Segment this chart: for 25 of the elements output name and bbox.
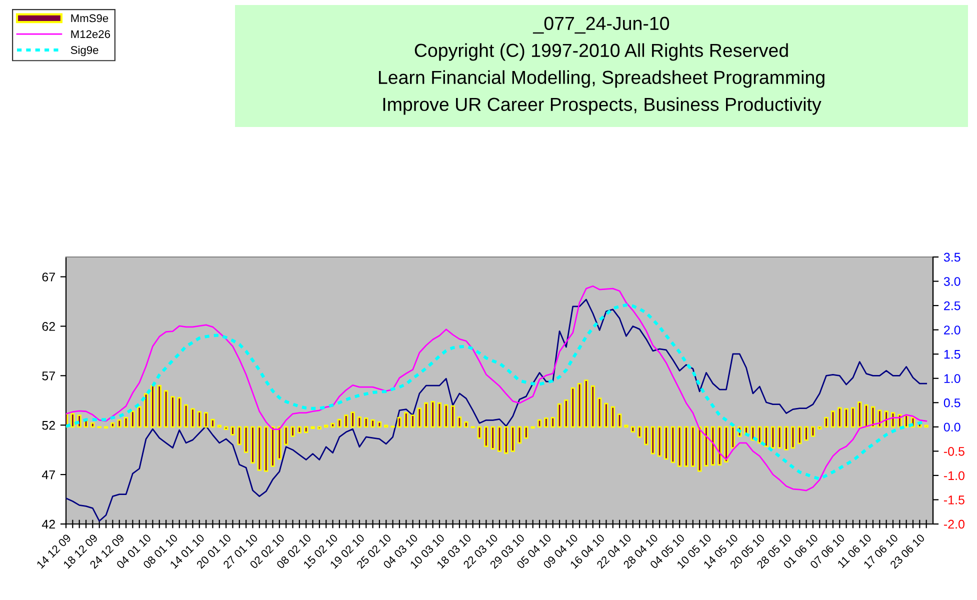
- y2-tick-label: 1.5: [944, 350, 960, 359]
- y2-tick-label: -0.5: [944, 446, 964, 456]
- y2-tick-label: -1.0: [944, 471, 964, 480]
- y2-tick-label: 1.0: [944, 374, 960, 384]
- y-tick-label: 57: [42, 372, 55, 380]
- y2-tick-label: 0.5: [944, 398, 960, 408]
- y-tick-label: 62: [42, 322, 55, 331]
- y-tick-label: 67: [42, 272, 55, 282]
- chart-title: _077_24-Jun-10: [532, 16, 670, 34]
- legend-label: MmS9e: [71, 14, 108, 22]
- y-tick-label: 52: [42, 420, 55, 430]
- text: Improve UR Career Prospects, Business Productivity: [383, 97, 822, 115]
- legend-label: M12e26: [71, 30, 110, 38]
- y2-tick-label: 2.5: [944, 301, 960, 310]
- y2-tick-label: 0.0: [944, 422, 960, 432]
- text: Learn Financial Modelling, Spreadsheet Programming: [378, 70, 824, 88]
- text: Copyright (C) 1997-2010 All Rights Reserved: [414, 43, 788, 61]
- y2-tick-label: 3.5: [944, 252, 960, 262]
- legend-label: Sig9e: [70, 46, 98, 56]
- y-tick-label: 47: [42, 470, 55, 480]
- y2-tick-label: -1.5: [944, 496, 964, 504]
- y2-tick-label: -2.0: [944, 520, 964, 529]
- y-tick-label: 42: [42, 520, 55, 529]
- y2-tick-label: 3.0: [944, 277, 960, 286]
- y2-tick-label: 2.0: [944, 326, 960, 334]
